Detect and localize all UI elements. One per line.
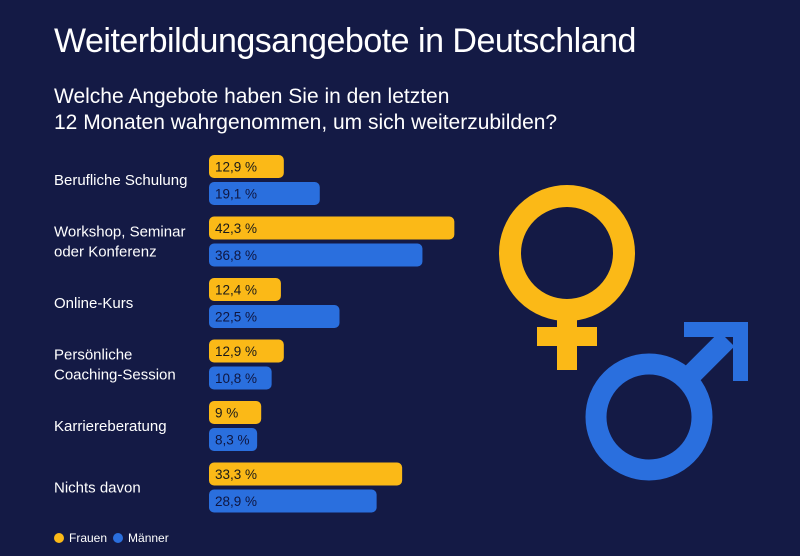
bar-frauen: [209, 216, 455, 240]
legend-item-maenner: Männer: [113, 531, 169, 545]
category-label: Persönliche: [54, 347, 132, 364]
data-label: 28,9 %: [215, 494, 257, 509]
legend-label-maenner: Männer: [128, 531, 169, 545]
bar-maenner: [209, 428, 258, 451]
legend-swatch-frauen: [54, 533, 64, 543]
chart-legend: Frauen Männer: [54, 531, 169, 545]
data-label: 8,3 %: [215, 433, 250, 448]
category-label: Nichts davon: [54, 480, 141, 497]
data-label: 33,3 %: [215, 467, 257, 482]
bar-maenner: [209, 243, 423, 267]
bar-maenner: [209, 366, 272, 390]
category-label: Coaching-Session: [54, 367, 176, 384]
bar-frauen: [209, 278, 281, 301]
subtitle-line-1: Welche Angebote haben Sie in den letzten: [54, 85, 450, 108]
female-symbol-icon: [499, 185, 635, 370]
bar-maenner: [209, 305, 340, 328]
bar-frauen: [209, 462, 403, 486]
bar-maenner: [209, 489, 377, 513]
bar-frauen: [209, 401, 262, 424]
category-label: oder Konferenz: [54, 244, 157, 261]
category-label: Karriereberatung: [54, 418, 167, 435]
chart-title: Weiterbildungsangebote in Deutschland: [54, 22, 636, 60]
legend-item-frauen: Frauen: [54, 531, 107, 545]
data-label: 12,4 %: [215, 283, 257, 298]
data-label: 10,8 %: [215, 371, 257, 386]
bar-frauen: [209, 155, 284, 178]
data-label: 12,9 %: [215, 160, 257, 175]
category-label: Berufliche Schulung: [54, 172, 187, 189]
bar-maenner: [209, 182, 320, 205]
data-label: 22,5 %: [215, 310, 257, 325]
category-label: Workshop, Seminar: [54, 224, 185, 241]
data-label: 9 %: [215, 406, 238, 421]
chart-subtitle: Welche Angebote haben Sie in den letzten…: [54, 84, 674, 136]
legend-swatch-maenner: [113, 533, 124, 543]
male-symbol-icon: [585, 322, 748, 481]
data-label: 42,3 %: [215, 221, 257, 236]
data-label: 36,8 %: [215, 248, 257, 263]
bar-frauen: [209, 339, 284, 363]
legend-label-frauen: Frauen: [69, 531, 108, 545]
category-label: Online-Kurs: [54, 295, 133, 312]
data-label: 19,1 %: [215, 187, 257, 202]
data-label: 12,9 %: [215, 344, 257, 359]
subtitle-line-2: 12 Monaten wahrgenommen, um sich weiterz…: [54, 111, 558, 134]
